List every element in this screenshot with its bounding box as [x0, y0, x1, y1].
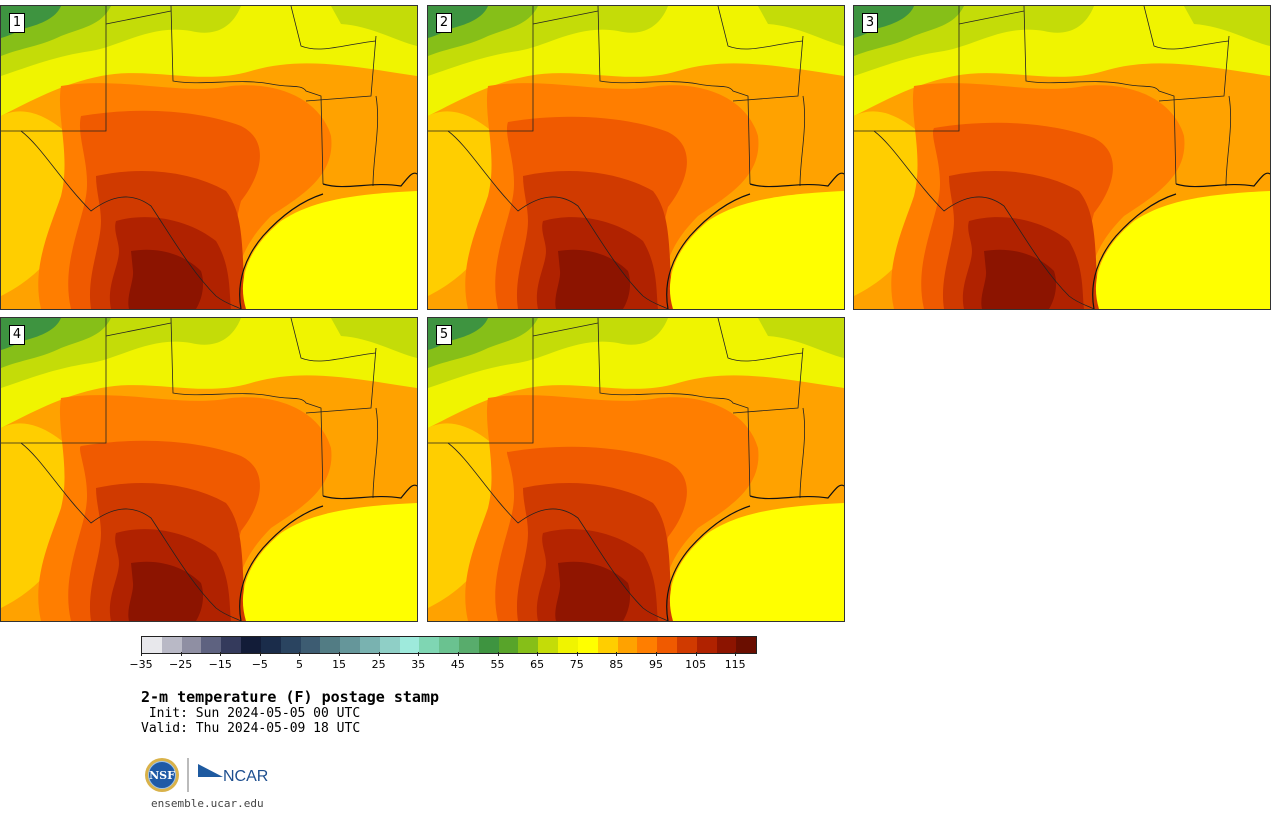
valid-time: Valid: Thu 2024-05-09 18 UTC — [141, 721, 361, 736]
temperature-map — [1, 6, 417, 309]
colorbar-segment — [399, 637, 420, 653]
colorbar-tick-label: 75 — [569, 658, 584, 671]
colorbar-tick — [220, 652, 222, 656]
colorbar-tick — [537, 652, 539, 656]
colorbar-segment — [359, 637, 380, 653]
init-time: Init: Sun 2024-05-05 00 UTC — [141, 706, 361, 721]
colorbar-segment — [439, 637, 459, 653]
colorbar-segment — [617, 637, 638, 653]
colorbar-segment — [241, 637, 261, 653]
site-url: ensemble.ucar.edu — [151, 797, 264, 810]
colorbar-segment — [696, 637, 717, 653]
forecast-panel-4: 4 — [0, 317, 418, 622]
colorbar-tick — [735, 652, 737, 656]
colorbar-segment — [340, 637, 360, 653]
chart-title: 2-m temperature (F) postage stamp — [141, 688, 440, 706]
colorbar-tick-label: 5 — [295, 658, 303, 671]
forecast-panel-3: 3 — [853, 5, 1271, 310]
colorbar-tick-label: −35 — [129, 658, 153, 671]
colorbar-segment — [538, 637, 559, 653]
colorbar-tick-label: 105 — [685, 658, 707, 671]
nsf-logo-text: NSF — [149, 769, 175, 782]
colorbar-segment — [300, 637, 321, 653]
colorbar-segment — [478, 637, 499, 653]
colorbar-tick — [695, 652, 697, 656]
temperature-map — [1, 318, 417, 621]
colorbar-tick — [378, 652, 380, 656]
colorbar-tick — [259, 652, 261, 656]
colorbar-segment — [518, 637, 539, 653]
colorbar-tick-label: 95 — [648, 658, 663, 671]
panel-label: 2 — [436, 13, 452, 33]
colorbar-segment — [419, 637, 440, 653]
colorbar-tick — [418, 652, 420, 656]
colorbar-tick-label: −25 — [169, 658, 193, 671]
colorbar-ticks: −35 −25 −15 −5 5 15 25 35 45 55 65 75 85 95 105 115 — [129, 652, 755, 676]
colorbar-segment — [637, 637, 658, 653]
colorbar-tick — [141, 652, 142, 656]
colorbar-segment — [597, 637, 618, 653]
temperature-map — [854, 6, 1270, 309]
colorbar-tick-label: 25 — [371, 658, 386, 671]
colorbar-tick-label: 55 — [490, 658, 505, 671]
colorbar — [141, 636, 757, 654]
colorbar-segment — [498, 637, 519, 653]
panel-label: 5 — [436, 325, 452, 345]
colorbar-tick-label: 45 — [450, 658, 465, 671]
forecast-panel-2: 2 — [427, 5, 845, 310]
colorbar-segment — [280, 637, 301, 653]
colorbar-tick-label: 85 — [609, 658, 624, 671]
logos: NSF NCAR — [145, 757, 275, 793]
colorbar-segment — [142, 637, 162, 653]
colorbar-tick-label: 35 — [411, 658, 426, 671]
colorbar-segment — [676, 637, 697, 653]
nsf-logo-icon: NSF — [145, 758, 179, 792]
panel-label: 1 — [9, 13, 25, 33]
colorbar-tick — [576, 652, 578, 656]
colorbar-segment — [716, 637, 737, 653]
colorbar-tick — [299, 652, 301, 656]
ncar-logo-icon: NCAR — [198, 764, 268, 785]
panel-label: 3 — [862, 13, 878, 33]
colorbar-segment — [657, 637, 677, 653]
colorbar-tick-label: −5 — [251, 658, 268, 671]
forecast-panel-1: 1 — [0, 5, 418, 310]
colorbar-segment — [577, 637, 598, 653]
colorbar-segment — [459, 637, 479, 653]
colorbar-segment — [221, 637, 242, 653]
colorbar-tick-label: 115 — [724, 658, 746, 671]
colorbar-segment — [181, 637, 202, 653]
temperature-map — [428, 318, 844, 621]
colorbar-tick-label: 15 — [332, 658, 347, 671]
ncar-logo-text: NCAR — [223, 768, 268, 785]
colorbar-tick — [655, 652, 657, 656]
colorbar-tick-label: 65 — [530, 658, 545, 671]
colorbar-segment — [379, 637, 400, 653]
colorbar-segment — [260, 637, 281, 653]
colorbar-tick — [616, 652, 618, 656]
colorbar-segment — [736, 637, 757, 653]
colorbar-segment — [558, 637, 578, 653]
colorbar-tick — [497, 652, 499, 656]
panel-label: 4 — [9, 325, 25, 345]
colorbar-segment — [161, 637, 182, 653]
forecast-panel-5: 5 — [427, 317, 845, 622]
colorbar-tick — [339, 652, 341, 656]
temperature-map — [428, 6, 844, 309]
colorbar-segment — [320, 637, 341, 653]
colorbar-tick — [457, 652, 459, 656]
colorbar-tick-label: −15 — [208, 658, 232, 671]
colorbar-segment — [201, 637, 222, 653]
colorbar-tick — [180, 652, 182, 656]
